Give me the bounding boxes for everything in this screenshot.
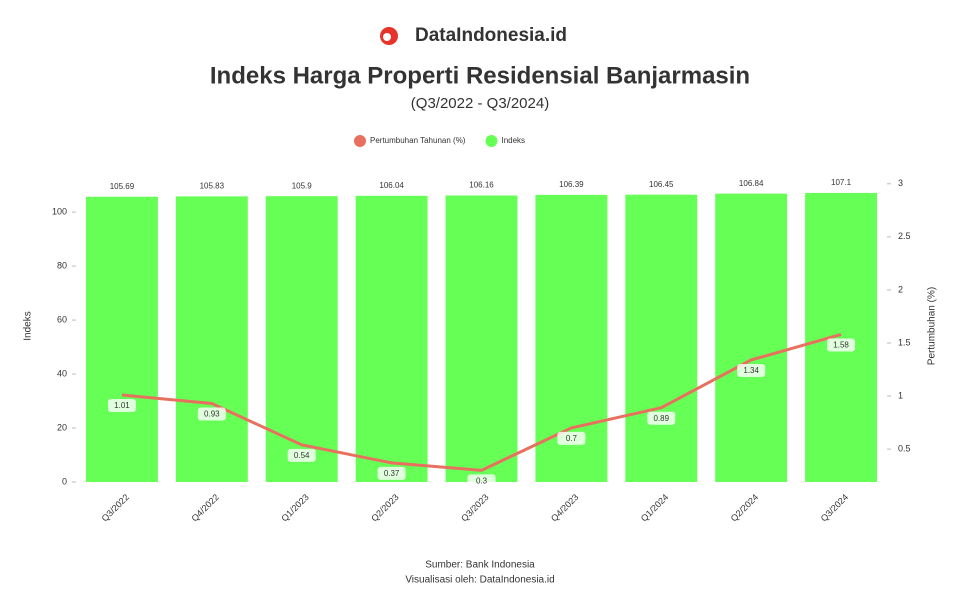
line-label-box xyxy=(827,338,856,352)
line-label-box xyxy=(287,448,316,462)
bar-value-label: 106.04 xyxy=(379,181,404,190)
y-tick-label: 60 xyxy=(57,314,67,324)
y2-tick-label: 2.5 xyxy=(898,231,911,241)
y-axis-label: Indeks xyxy=(23,311,34,340)
chart-subtitle: (Q3/2022 - Q3/2024) xyxy=(411,95,549,112)
line-label-box xyxy=(647,411,676,425)
y2-tick-label: 0.5 xyxy=(898,443,911,453)
bar xyxy=(805,192,878,483)
x-tick-label: Q1/2024 xyxy=(639,492,670,523)
bar-value-label: 105.9 xyxy=(292,181,313,190)
legend-swatch xyxy=(485,135,498,147)
line-value-label: 0.93 xyxy=(204,410,220,419)
y2-tick-label: 1 xyxy=(898,390,903,400)
line-value-label: 0.7 xyxy=(566,434,578,443)
line-value-label: 0.89 xyxy=(653,414,669,423)
legend-swatch xyxy=(354,135,366,147)
line-label-box xyxy=(197,407,226,421)
bar xyxy=(355,195,428,483)
line xyxy=(121,333,842,472)
line-label-box xyxy=(737,363,766,377)
x-tick-label: Q3/2023 xyxy=(459,492,490,523)
y-tick-label: 100 xyxy=(52,206,67,216)
y2-tick-label: 3 xyxy=(898,178,903,188)
bar xyxy=(715,193,788,482)
line-value-label: 1.58 xyxy=(833,341,849,350)
bar-value-label: 107.1 xyxy=(831,178,852,187)
bar-value-label: 105.69 xyxy=(110,182,135,191)
source: Sumber: Bank Indonesia xyxy=(425,560,535,571)
bar-value-label: 106.16 xyxy=(469,181,494,190)
y-tick-label: 20 xyxy=(57,422,67,432)
y2-axis-label: Pertumbuhan (%) xyxy=(927,287,938,365)
chart-title: Indeks Harga Properti Residensial Banjar… xyxy=(210,62,750,89)
line-label-box xyxy=(557,431,586,445)
line-value-label: 1.34 xyxy=(743,366,759,375)
x-tick-label: Q2/2024 xyxy=(729,492,760,523)
credit: Visualisasi oleh: DataIndonesia.id xyxy=(405,575,554,586)
line-label-box xyxy=(467,474,496,488)
x-tick-label: Q3/2024 xyxy=(819,492,850,523)
bar-value-label: 105.83 xyxy=(200,181,225,190)
y-tick-label: 0 xyxy=(62,476,67,486)
brand: DataIndonesia.id xyxy=(415,25,567,46)
x-tick-label: Q2/2023 xyxy=(369,492,400,523)
bar xyxy=(445,195,518,482)
y-tick-label: 40 xyxy=(57,368,67,378)
line-value-label: 0.54 xyxy=(294,451,310,460)
bar-value-label: 106.39 xyxy=(559,180,584,189)
x-tick-label: Q1/2023 xyxy=(279,492,310,523)
line-value-label: 0.37 xyxy=(384,469,400,478)
x-tick-label: Q4/2022 xyxy=(189,492,220,523)
bar xyxy=(175,196,248,483)
line-label-box xyxy=(377,466,406,480)
y-tick-label: 80 xyxy=(57,260,67,270)
logo-hole xyxy=(383,33,391,41)
bar-value-label: 106.84 xyxy=(739,179,764,188)
y2-tick-label: 2 xyxy=(898,284,903,294)
x-tick-label: Q4/2023 xyxy=(549,492,580,523)
bar xyxy=(625,194,698,482)
bar-value-label: 106.45 xyxy=(649,180,674,189)
line-value-label: 1.01 xyxy=(114,401,130,410)
bar xyxy=(265,196,338,482)
x-tick-label: Q3/2022 xyxy=(100,492,131,523)
bar xyxy=(85,196,158,483)
legend-label: Pertumbuhan Tahunan (%) xyxy=(370,136,466,145)
y2-tick-label: 1.5 xyxy=(898,337,911,347)
line-value-label: 0.3 xyxy=(476,476,488,485)
legend-label: Indeks xyxy=(501,136,525,145)
line-label-box xyxy=(107,398,136,412)
